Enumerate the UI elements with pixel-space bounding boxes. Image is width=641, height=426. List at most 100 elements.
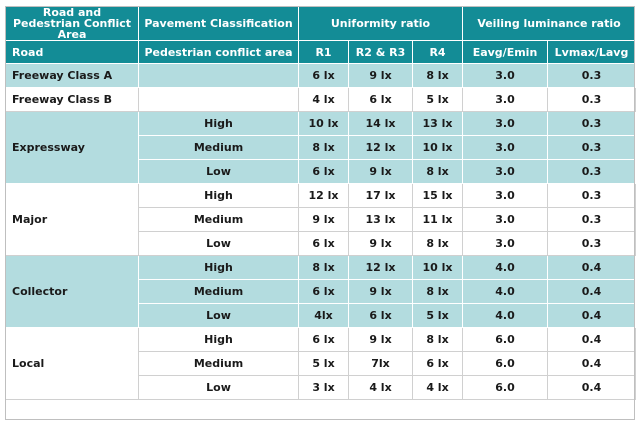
header-row-1: Road and Pedestrian Conflict Area Paveme… — [5, 6, 637, 41]
r23-cell: 7lx — [348, 351, 413, 376]
header-veiling: Veiling luminance ratio — [461, 6, 637, 41]
r1-cell: 6 lx — [298, 63, 349, 88]
r23-cell: 4 lx — [348, 375, 413, 400]
road-cell: Freeway Class B — [5, 87, 139, 112]
header-pedestrian: Pedestrian conflict area — [138, 40, 299, 64]
road-cell: Collector — [5, 255, 139, 328]
r1-cell: 6 lx — [298, 231, 349, 256]
r1-cell: 5 lx — [298, 351, 349, 376]
table-row: Low 4lx 6 lx 5 lx 4.0 0.4 — [6, 303, 637, 328]
road-cell: Freeway Class A — [5, 63, 139, 88]
lv-cell: 0.3 — [546, 183, 637, 208]
eavg-cell: 3.0 — [462, 63, 548, 88]
table-row: Freeway Class A 6 lx 9 lx 8 lx 3.0 0.3 — [5, 63, 637, 88]
conflict-cell: Medium — [138, 207, 299, 232]
r23-cell: 12 lx — [348, 255, 413, 280]
r4-cell: 11 lx — [412, 207, 463, 232]
table-row: Medium 9 lx 13 lx 11 lx 3.0 0.3 — [6, 207, 637, 232]
r4-cell: 5 lx — [412, 87, 463, 112]
r4-cell: 8 lx — [412, 159, 463, 184]
lv-cell: 0.3 — [546, 63, 637, 88]
header-area: Road and Pedestrian Conflict Area — [5, 6, 139, 41]
table-row: Local High 6 lx 9 lx 8 lx 6.0 0.4 — [5, 327, 637, 400]
eavg-cell: 4.0 — [462, 255, 548, 280]
road-cell: Local — [5, 327, 139, 400]
eavg-cell: 6.0 — [462, 327, 548, 352]
conflict-cell: Low — [138, 375, 299, 400]
table-row: Low 6 lx 9 lx 8 lx 3.0 0.3 — [6, 231, 637, 256]
r1-cell: 8 lx — [298, 135, 349, 160]
table-body: Freeway Class A 6 lx 9 lx 8 lx 3.0 0.3 F… — [5, 63, 637, 400]
r23-cell: 6 lx — [348, 303, 413, 328]
r23-cell: 6 lx — [348, 87, 413, 112]
r23-cell: 9 lx — [348, 279, 413, 304]
table-row: Medium 5 lx 7lx 6 lx 6.0 0.4 — [6, 351, 637, 376]
lv-cell: 0.4 — [546, 303, 637, 328]
table-row: Low 6 lx 9 lx 8 lx 3.0 0.3 — [6, 159, 637, 184]
lv-cell: 0.3 — [546, 87, 637, 112]
r1-cell: 6 lx — [298, 327, 349, 352]
conflict-cell: High — [138, 255, 299, 280]
r23-cell: 14 lx — [348, 111, 413, 136]
header-row-2: Road Pedestrian conflict area R1 R2 & R3… — [5, 40, 637, 64]
r4-cell: 8 lx — [412, 63, 463, 88]
r1-cell: 9 lx — [298, 207, 349, 232]
lighting-requirements-table: Road and Pedestrian Conflict Area Paveme… — [5, 6, 637, 400]
conflict-cell: Low — [138, 159, 299, 184]
r23-cell: 13 lx — [348, 207, 413, 232]
r4-cell: 8 lx — [412, 327, 463, 352]
eavg-cell: 3.0 — [462, 231, 548, 256]
eavg-cell: 4.0 — [462, 303, 548, 328]
eavg-cell: 3.0 — [462, 159, 548, 184]
conflict-cell: High — [138, 327, 299, 352]
table-row: Medium 8 lx 12 lx 10 lx 3.0 0.3 — [6, 135, 637, 160]
r1-cell: 3 lx — [298, 375, 349, 400]
r4-cell: 4 lx — [412, 375, 463, 400]
lv-cell: 0.3 — [546, 111, 637, 136]
road-cell: Major — [5, 183, 139, 256]
r4-cell: 6 lx — [412, 351, 463, 376]
lv-cell: 0.4 — [546, 351, 637, 376]
r23-cell: 9 lx — [348, 63, 413, 88]
road-cell: Expressway — [5, 111, 139, 184]
eavg-cell: 3.0 — [462, 111, 548, 136]
r23-cell: 9 lx — [348, 159, 413, 184]
conflict-cell — [138, 63, 299, 88]
conflict-cell: Low — [138, 231, 299, 256]
header-eavg: Eavg/Emin — [462, 40, 548, 64]
r23-cell: 9 lx — [348, 327, 413, 352]
conflict-cell: Medium — [138, 279, 299, 304]
header-pavement: Pavement Classification — [138, 6, 299, 41]
table-row: Collector High 8 lx 12 lx 10 lx 4.0 0.4 — [5, 255, 637, 328]
lv-cell: 0.4 — [546, 375, 637, 400]
conflict-cell — [138, 87, 299, 112]
r4-cell: 10 lx — [412, 255, 463, 280]
table-row: Major High 12 lx 17 lx 15 lx 3.0 0.3 — [5, 183, 637, 256]
lv-cell: 0.3 — [546, 231, 637, 256]
r1-cell: 8 lx — [298, 255, 349, 280]
eavg-cell: 4.0 — [462, 279, 548, 304]
r4-cell: 5 lx — [412, 303, 463, 328]
eavg-cell: 3.0 — [462, 135, 548, 160]
eavg-cell: 6.0 — [462, 375, 548, 400]
lv-cell: 0.3 — [546, 207, 637, 232]
r4-cell: 15 lx — [412, 183, 463, 208]
table-row: Low 3 lx 4 lx 4 lx 6.0 0.4 — [6, 375, 637, 400]
r1-cell: 4 lx — [298, 87, 349, 112]
eavg-cell: 6.0 — [462, 351, 548, 376]
eavg-cell: 3.0 — [462, 87, 548, 112]
lv-cell: 0.4 — [546, 327, 637, 352]
r1-cell: 12 lx — [298, 183, 349, 208]
lv-cell: 0.3 — [546, 159, 637, 184]
r4-cell: 8 lx — [412, 279, 463, 304]
r1-cell: 10 lx — [298, 111, 349, 136]
table-row: Expressway High 10 lx 14 lx 13 lx 3.0 0.… — [5, 111, 637, 184]
r4-cell: 13 lx — [412, 111, 463, 136]
header-r4: R4 — [412, 40, 463, 64]
r23-cell: 9 lx — [348, 231, 413, 256]
conflict-cell: Medium — [138, 135, 299, 160]
r23-cell: 12 lx — [348, 135, 413, 160]
conflict-cell: Low — [138, 303, 299, 328]
header-uniformity: Uniformity ratio — [298, 6, 463, 41]
